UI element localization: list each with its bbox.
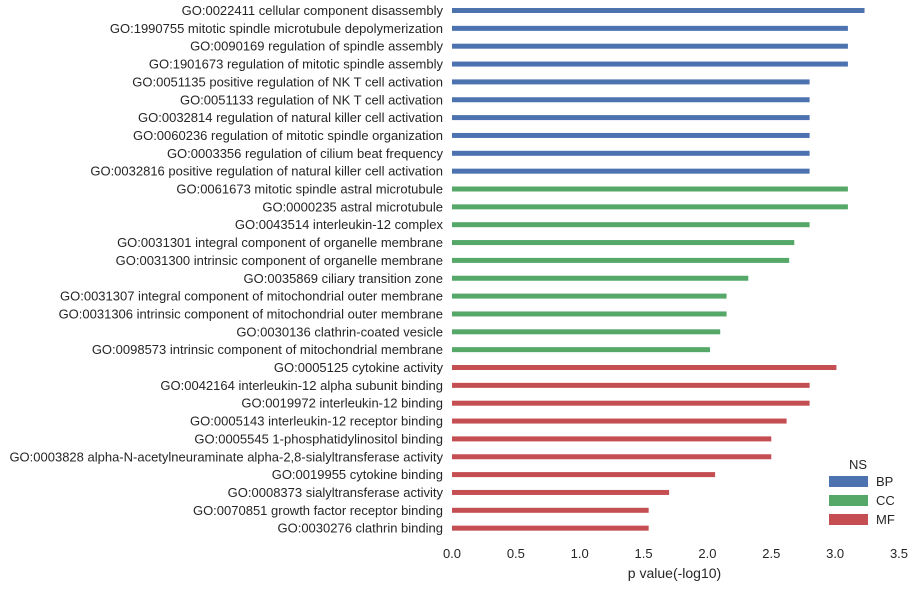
x-tick-label-4: 1.5 [635, 546, 653, 561]
bar-13 [452, 222, 810, 228]
category-label-2: GO:1990755 mitotic spindle microtubule d… [110, 21, 443, 36]
bar-12 [452, 204, 848, 210]
bar-2 [452, 25, 848, 31]
category-label-16: GO:0035869 ciliary transition zone [244, 271, 443, 286]
bar-14 [452, 240, 795, 246]
x-tick-label-2: 0.5 [507, 546, 525, 561]
bar-11 [452, 186, 848, 192]
bar-20 [452, 347, 710, 353]
category-label-1: GO:0022411 cellular component disassembl… [182, 3, 444, 18]
legend-title: NS [849, 457, 867, 472]
x-tick-label-1: 0.0 [443, 546, 461, 561]
bar-9 [452, 150, 810, 156]
bar-16 [452, 275, 749, 281]
category-label-8: GO:0060236 regulation of mitotic spindle… [133, 128, 443, 143]
bar-6 [452, 97, 810, 103]
x-tick-label-6: 2.5 [762, 546, 780, 561]
category-label-10: GO:0032816 positive regulation of natura… [90, 164, 443, 179]
category-label-22: GO:0042164 interleukin-12 alpha subunit … [160, 378, 443, 393]
bar-17 [452, 293, 727, 299]
category-label-3: GO:0090169 regulation of spindle assembl… [190, 39, 443, 54]
x-tick-label-5: 2.0 [698, 546, 716, 561]
bar-1 [452, 8, 865, 13]
category-labels: GO:0022411 cellular component disassembl… [9, 3, 443, 536]
x-axis-ticks: 0.0 0.5 1.0 1.5 2.0 2.5 3.0 3.5 [443, 546, 908, 561]
category-label-21: GO:0005125 cytokine activity [274, 360, 444, 375]
bar-7 [452, 115, 810, 121]
legend: NS BP CC MF [829, 457, 895, 527]
category-label-28: GO:0008373 sialyltransferase activity [228, 485, 444, 500]
category-label-19: GO:0030136 clathrin-coated vesicle [236, 324, 443, 339]
bars [452, 8, 865, 531]
category-label-14: GO:0031301 integral component of organel… [117, 235, 443, 250]
bar-15 [452, 257, 790, 263]
bar-23 [452, 400, 810, 406]
bar-25 [452, 436, 772, 442]
category-label-17: GO:0031307 integral component of mitocho… [60, 289, 443, 304]
bar-27 [452, 472, 716, 478]
category-label-7: GO:0032814 regulation of natural killer … [138, 110, 443, 125]
legend-label-mf: MF [876, 512, 895, 527]
category-label-27: GO:0019955 cytokine binding [272, 467, 443, 482]
category-label-29: GO:0070851 growth factor receptor bindin… [193, 503, 443, 518]
bar-4 [452, 61, 848, 67]
x-axis-title: p value(-log10) [628, 565, 721, 581]
category-label-25: GO:0005545 1-phosphatidylinositol bindin… [194, 431, 443, 446]
legend-label-bp: BP [876, 474, 893, 489]
category-label-4: GO:1901673 regulation of mitotic spindle… [149, 57, 444, 72]
category-label-11: GO:0061673 mitotic spindle astral microt… [176, 182, 443, 197]
category-label-24: GO:0005143 interleukin-12 receptor bindi… [190, 414, 443, 429]
x-tick-label-8: 3.5 [890, 546, 908, 561]
x-tick-label-3: 1.0 [571, 546, 589, 561]
category-label-18: GO:0031306 intrinsic component of mitoch… [59, 306, 443, 321]
legend-swatch-bp [829, 476, 868, 487]
legend-entries: BP CC MF [829, 474, 895, 527]
bar-24 [452, 418, 787, 424]
category-label-9: GO:0003356 regulation of cilium beat fre… [167, 146, 444, 161]
category-label-30: GO:0030276 clathrin binding [277, 521, 443, 536]
category-label-13: GO:0043514 interleukin-12 complex [235, 217, 444, 232]
x-tick-label-7: 3.0 [826, 546, 844, 561]
category-label-12: GO:0000235 astral microtubule [262, 199, 443, 214]
bar-5 [452, 79, 810, 85]
category-label-23: GO:0019972 interleukin-12 binding [241, 396, 443, 411]
bar-19 [452, 329, 721, 335]
category-label-26: GO:0003828 alpha-N-acetylneuraminate alp… [9, 449, 443, 464]
category-label-6: GO:0051133 regulation of NK T cell activ… [180, 92, 443, 107]
bar-28 [452, 489, 670, 495]
category-label-5: GO:0051135 positive regulation of NK T c… [132, 74, 443, 89]
bar-21 [452, 365, 837, 370]
legend-swatch-mf [829, 514, 868, 525]
bar-29 [452, 507, 649, 513]
bar-8 [452, 132, 810, 138]
legend-label-cc: CC [876, 493, 895, 508]
bar-30 [452, 525, 649, 531]
category-label-15: GO:0031300 intrinsic component of organe… [116, 253, 443, 268]
legend-swatch-cc [829, 495, 868, 506]
bar-3 [452, 43, 848, 49]
bar-26 [452, 454, 772, 460]
bar-18 [452, 311, 727, 317]
bar-22 [452, 382, 810, 388]
bar-10 [452, 168, 810, 174]
category-label-20: GO:0098573 intrinsic component of mitoch… [92, 342, 443, 357]
